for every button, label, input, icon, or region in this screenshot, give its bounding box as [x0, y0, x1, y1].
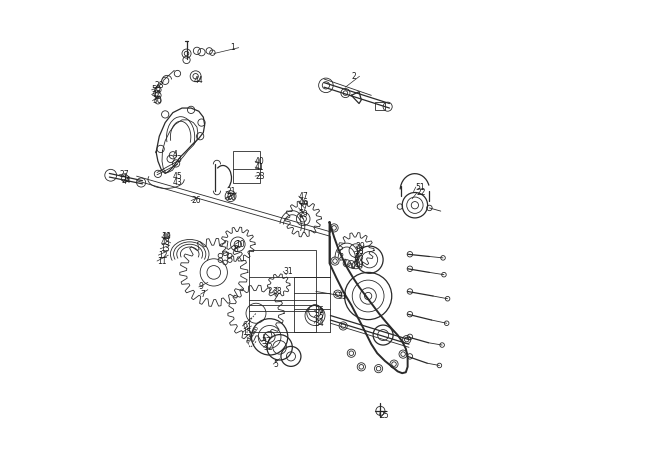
Text: 13: 13	[160, 244, 170, 253]
Text: 36: 36	[314, 306, 324, 316]
Text: 30: 30	[153, 96, 162, 105]
Text: 21: 21	[226, 187, 235, 196]
Text: 11: 11	[157, 257, 166, 266]
Text: 40: 40	[255, 157, 265, 166]
Text: 39: 39	[356, 242, 365, 251]
Text: 34: 34	[314, 319, 324, 328]
Text: 24: 24	[122, 176, 131, 185]
Text: 22: 22	[417, 188, 426, 197]
Text: 18: 18	[354, 247, 363, 257]
Text: 32: 32	[264, 343, 274, 352]
Text: 17: 17	[298, 203, 308, 212]
Text: 14: 14	[162, 232, 171, 242]
Text: 4: 4	[173, 150, 178, 159]
Text: 20: 20	[226, 193, 236, 202]
Text: 44: 44	[193, 76, 203, 85]
Text: 9: 9	[199, 282, 203, 291]
Text: 35: 35	[314, 312, 324, 321]
Bar	[249, 250, 316, 332]
Bar	[233, 151, 259, 183]
Text: 48: 48	[160, 238, 170, 247]
Text: 31: 31	[283, 267, 293, 276]
Text: 29: 29	[298, 210, 308, 219]
Text: 12: 12	[159, 251, 168, 260]
Text: 1: 1	[231, 43, 235, 52]
Text: 23: 23	[255, 172, 265, 181]
Text: 27: 27	[120, 170, 129, 179]
Text: 28: 28	[155, 81, 164, 90]
Text: 3: 3	[176, 155, 181, 164]
Text: 16: 16	[354, 253, 364, 262]
Text: 41: 41	[255, 163, 265, 172]
Text: 19: 19	[354, 260, 364, 269]
Text: 8: 8	[233, 245, 238, 254]
Text: 5: 5	[273, 360, 278, 369]
Text: 51: 51	[416, 183, 425, 192]
Text: 49: 49	[162, 232, 172, 242]
Text: 6: 6	[242, 321, 247, 331]
Text: 46: 46	[298, 197, 308, 207]
Text: 37: 37	[261, 337, 271, 346]
Text: 42: 42	[151, 90, 161, 99]
Text: 26: 26	[191, 196, 201, 205]
Text: 33: 33	[338, 291, 348, 301]
Text: 25: 25	[380, 411, 389, 420]
Text: 47: 47	[298, 192, 308, 201]
Text: 7: 7	[201, 290, 205, 299]
Bar	[375, 102, 385, 110]
Text: 38: 38	[273, 287, 282, 296]
Text: 45: 45	[173, 172, 183, 181]
Text: 43: 43	[173, 178, 183, 187]
Text: 10: 10	[235, 240, 245, 249]
Text: 15: 15	[242, 328, 252, 337]
Text: 2: 2	[352, 72, 356, 81]
Text: 50: 50	[151, 85, 161, 94]
